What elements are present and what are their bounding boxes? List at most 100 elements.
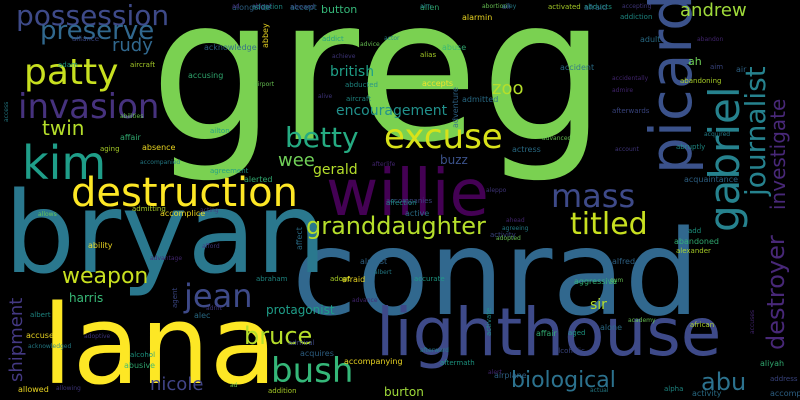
small-word: afraid [584,3,608,12]
small-word: abortion [482,3,508,10]
word-andrew: andrew [680,0,747,21]
small-word: activity [490,231,516,239]
word-invasion: invasion [18,87,160,127]
small-word: admitted [462,95,499,104]
word-protagonist: protagonist [266,303,335,317]
small-word: accomplice [160,209,206,218]
small-word: airplane [494,371,527,380]
word-betty: betty [285,121,359,154]
small-word: african [690,321,715,329]
small-word: addition [268,387,297,395]
word-buzz: buzz [440,153,468,167]
small-word: adopt [330,275,351,283]
word-bryan: bryan [4,169,328,299]
small-word: abducts [584,3,612,11]
small-word: admire [612,87,634,94]
small-word: account [615,146,639,153]
word-destroyer: destroyer [762,235,790,350]
small-word: addiction [620,13,653,21]
small-word: air [736,65,747,74]
word-zoo: zoo [492,78,524,99]
small-word: alone [600,323,623,332]
small-word: alec [194,311,211,320]
small-word: accept [290,3,317,12]
word-wee: wee [278,150,315,171]
small-word: advice [360,41,380,48]
small-word: accident [560,63,595,72]
small-word: alert [488,369,502,376]
small-word: activate [485,307,493,336]
small-word: alerted [244,175,273,184]
small-word: albert [374,269,392,276]
small-word: academy [628,317,656,324]
small-word: accuses [749,309,756,334]
word-british: british [330,64,375,80]
word-mass: mass [551,177,636,215]
word-lana: lana [42,281,278,400]
small-word: acknowledge [204,43,257,52]
small-word: abbey [261,23,270,48]
word-sir: sir [590,297,607,313]
word-willie: willie [326,157,489,231]
word-gerald: gerald [313,162,358,178]
small-word: aliyah [760,359,785,368]
small-word: alias [420,51,437,59]
small-word: ailton [210,127,230,135]
small-word: access [3,101,10,122]
small-word: airport [254,81,275,88]
small-word: alcohol [130,351,156,359]
small-word: allowed [18,385,49,394]
small-word: abducted [345,81,378,89]
small-word: aircraft [130,61,156,69]
small-word: aging [100,145,120,153]
word-twin: twin [42,116,85,140]
small-word: accompany [770,389,800,398]
small-word: aged [568,329,586,337]
word-biological: biological [511,368,616,393]
small-word: activity [692,389,722,398]
word-rudy: rudy [112,35,153,56]
word-conrad: conrad [292,204,700,342]
small-word: aboard [290,3,315,11]
small-word: advanced [542,135,572,142]
small-word: aim [420,3,432,10]
small-word: afterward [420,347,449,354]
small-word: aircraft [346,95,372,103]
word-preserve: preserve [40,16,155,46]
small-word: agreement [210,167,249,175]
small-word: adoptive [84,333,111,340]
small-word: gym [610,277,624,284]
small-word: alongside [232,3,271,12]
small-word: alien [420,3,440,12]
small-word: afterwards [612,107,650,115]
small-word: abandon [697,36,724,43]
small-word: accepting [622,3,652,10]
word-nicole: nicole [150,374,204,395]
small-word: achieve [332,53,356,60]
word-possession: possession [16,0,170,32]
small-word: advance [352,297,378,304]
small-word: admitting [132,205,166,213]
small-word: albert [30,311,51,319]
small-word: addict [322,35,344,43]
small-word: almost [360,257,388,266]
small-word: acknowledged [28,343,72,350]
small-word: affair [120,133,141,142]
word-shipment: shipment [6,297,27,382]
small-word: afford [202,243,220,250]
small-word: agent [171,287,179,308]
small-word: accompanied [140,159,181,166]
small-word: alfred [612,257,636,266]
small-word: ad [230,382,238,389]
small-word: abusive [124,361,156,370]
small-word: adventure [451,87,460,128]
small-word: abuse [442,43,467,52]
small-word: abandoned [674,237,719,246]
word-abu: abu [701,368,747,396]
word-jean: jean [184,277,253,315]
small-word: ahead [506,217,525,224]
small-word: abilities [120,113,144,120]
word-titled: titled [570,207,648,242]
small-word: add [688,227,702,235]
